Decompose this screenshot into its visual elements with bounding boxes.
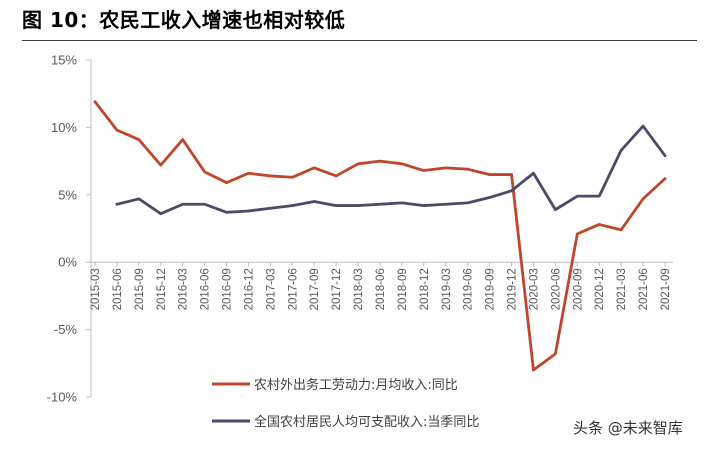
x-tick-label: 2018-12	[419, 268, 431, 310]
x-tick-label: 2019-03	[441, 268, 453, 310]
data-point-series-1	[619, 228, 623, 232]
data-point-series-2	[466, 201, 469, 205]
data-point-series-2	[619, 149, 623, 152]
series-line-1	[93, 100, 667, 372]
x-tick-label: 2017-03	[265, 268, 277, 310]
data-point-series-1	[510, 173, 513, 176]
data-point-series-1	[291, 176, 294, 179]
data-point-series-2	[181, 203, 184, 206]
x-axis: 2015-03 2015-06 2015-09 2015-12 2016-03 2016-…	[90, 261, 673, 310]
data-point-series-2	[378, 203, 382, 206]
x-tick-label: 2017-09	[309, 268, 321, 310]
data-point-series-2	[225, 211, 228, 214]
x-tick-label: 2021-09	[660, 268, 672, 310]
data-point-series-2	[313, 200, 316, 203]
x-tick-label: 2021-06	[638, 268, 650, 310]
x-tick-label: 2020-06	[550, 268, 562, 310]
data-point-series-2	[444, 203, 447, 206]
data-point-series-1	[313, 166, 316, 170]
data-point-series-2	[663, 154, 667, 157]
x-tick-label: 2021-03	[616, 268, 628, 310]
data-point-series-2	[554, 208, 557, 211]
data-point-series-2	[291, 204, 294, 207]
x-tick-label: 2020-09	[572, 268, 584, 310]
data-point-series-1	[422, 169, 426, 172]
x-tick-label: 2017-12	[331, 268, 343, 310]
y-tick-label: 15%	[51, 53, 77, 68]
data-point-series-1	[444, 166, 447, 170]
x-tick-label: 2020-03	[528, 268, 540, 310]
y-tick-label: -5%	[54, 322, 78, 337]
data-point-series-1	[334, 174, 338, 178]
data-point-series-2	[598, 194, 601, 198]
series-line-2	[115, 124, 667, 216]
data-point-series-1	[93, 100, 97, 103]
y-tick-label: 5%	[58, 187, 77, 202]
x-tick-label: 2018-09	[397, 268, 409, 310]
data-point-series-2	[115, 203, 119, 206]
y-tick-label: 10%	[51, 120, 77, 135]
data-point-series-1	[137, 138, 141, 141]
data-point-series-1	[488, 173, 491, 176]
x-tick-label: 2018-03	[353, 268, 365, 310]
data-point-series-1	[181, 138, 184, 141]
data-point-series-2	[576, 194, 579, 198]
data-point-series-1	[641, 197, 645, 201]
data-point-series-1	[115, 128, 119, 132]
data-point-series-1	[159, 163, 162, 167]
title-divider	[22, 40, 697, 41]
data-point-series-2	[159, 212, 162, 215]
data-point-series-2	[488, 196, 491, 199]
legend-label-2: 全国农村居民人均可支配收入:当季同比	[254, 414, 479, 430]
x-tick-label: 2019-09	[485, 268, 497, 310]
data-point-series-2	[203, 203, 206, 206]
data-point-series-1	[247, 172, 250, 175]
data-point-series-1	[269, 174, 272, 178]
data-point-series-2	[532, 172, 535, 175]
x-tick-label: 2015-09	[134, 268, 146, 310]
x-tick-label: 2018-06	[375, 268, 387, 310]
y-tick-label: 0%	[58, 255, 77, 270]
data-point-series-2	[247, 209, 250, 213]
data-point-series-2	[334, 204, 338, 207]
data-point-series-2	[137, 197, 141, 201]
x-tick-label: 2015-06	[112, 268, 124, 310]
x-tick-label: 2016-06	[200, 268, 212, 310]
data-point-series-1	[356, 162, 360, 165]
data-point-series-1	[466, 167, 469, 171]
data-point-series-2	[422, 204, 426, 207]
data-point-series-1	[663, 177, 667, 180]
x-tick-label: 2016-03	[178, 268, 190, 310]
y-axis: 15% 10% 5% 0% -5% -10%	[47, 53, 92, 405]
data-point-series-1	[532, 368, 535, 372]
data-point-series-1	[576, 232, 579, 236]
x-tick-label: 2016-12	[243, 268, 255, 310]
data-point-series-2	[269, 207, 272, 210]
x-tick-label: 2016-09	[222, 268, 234, 310]
data-point-series-2	[641, 124, 645, 128]
legend-label-1: 农村外出务工劳动力:月均收入:同比	[254, 377, 458, 393]
x-tick-label: 2019-06	[463, 268, 475, 310]
data-point-series-2	[510, 189, 513, 192]
data-point-series-1	[203, 170, 206, 174]
x-tick-label: 2015-03	[90, 268, 102, 310]
data-point-series-2	[400, 201, 404, 205]
data-point-series-1	[225, 181, 228, 184]
series-layer	[93, 100, 667, 372]
data-point-series-2	[356, 204, 360, 207]
y-tick-label: -10%	[47, 390, 78, 405]
data-point-series-1	[400, 162, 404, 165]
x-tick-label: 2019-12	[507, 268, 519, 310]
figure-title: 图 10：农民工收入增速也相对较低	[22, 8, 346, 32]
data-point-series-1	[554, 352, 557, 356]
x-tick-label: 2020-12	[594, 268, 606, 310]
x-tick-label: 2017-06	[287, 268, 299, 310]
x-tick-label: 2015-12	[156, 268, 168, 310]
watermark-text: 头条 @未来智库	[573, 419, 683, 437]
data-point-series-1	[598, 223, 601, 226]
data-point-series-1	[378, 159, 382, 163]
